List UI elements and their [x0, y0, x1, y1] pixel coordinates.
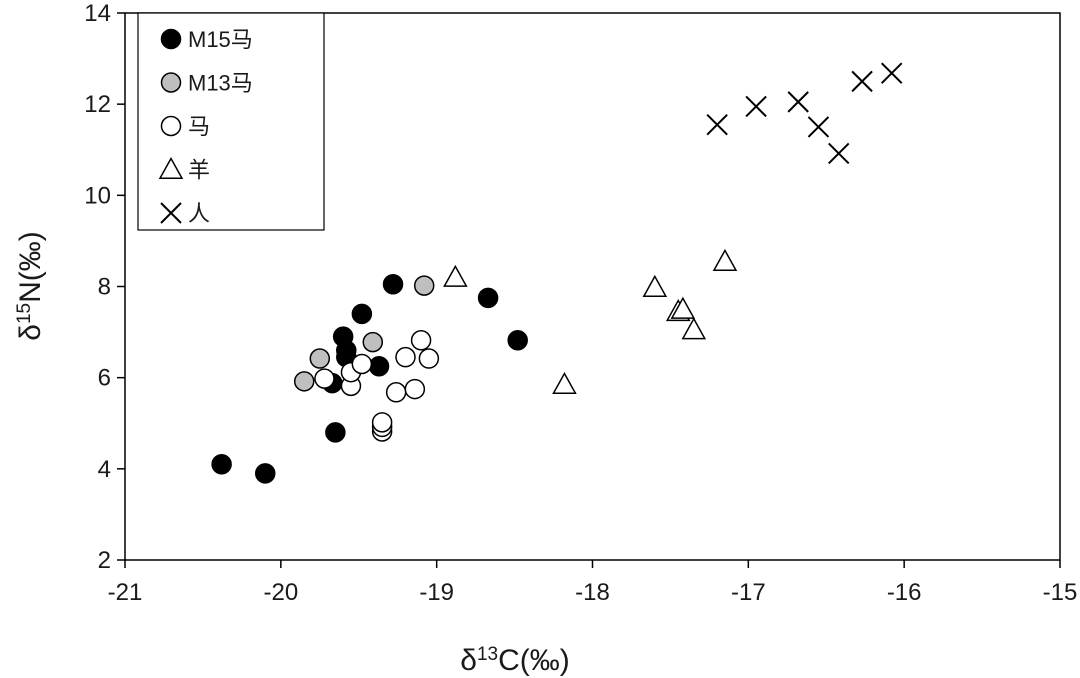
x-tick-label: -19	[419, 579, 454, 606]
legend-label: 人	[188, 201, 210, 226]
x-tick-label: -18	[575, 579, 610, 606]
data-point	[880, 62, 903, 84]
data-point	[712, 248, 738, 271]
data-point	[351, 353, 373, 375]
x-axis-label-superscript: 13	[477, 644, 498, 665]
data-point	[410, 330, 432, 351]
data-point	[336, 340, 357, 361]
data-point	[418, 348, 440, 369]
data-point	[552, 371, 577, 395]
y-tick-label: 14	[84, 0, 111, 27]
y-tick-label: 4	[98, 456, 111, 483]
legend-item: 人	[160, 201, 210, 226]
data-point	[443, 264, 468, 287]
data-point	[368, 356, 390, 377]
y-tick-label: 6	[98, 365, 111, 392]
legend-marker	[158, 156, 184, 180]
y-axis-label-prefix: δ	[14, 324, 47, 341]
x-tick-label: -15	[1043, 579, 1078, 606]
series-cross	[706, 62, 903, 165]
series-circle-filled	[211, 273, 528, 484]
x-tick-label: -21	[108, 579, 143, 606]
x-axis-label-suffix: C(‰)	[498, 644, 570, 677]
data-point	[382, 273, 404, 295]
x-tick-label: -20	[263, 579, 298, 606]
data-point	[851, 70, 873, 93]
data-point	[255, 463, 276, 484]
y-axis-label-suffix: N(‰)	[14, 231, 47, 303]
data-point	[670, 296, 696, 319]
data-point	[395, 346, 416, 368]
y-axis-label: δ15N(‰)	[14, 231, 48, 341]
y-axis-ticks: 2 4 6 8 10 12 14	[84, 0, 125, 574]
legend-marker	[160, 202, 182, 224]
data-point	[351, 303, 373, 325]
legend-label: 羊	[188, 158, 210, 183]
data-point	[325, 422, 346, 443]
y-tick-label: 2	[98, 547, 111, 574]
x-axis-ticks: -21 -20 -19 -18 -17 -16 -15	[108, 560, 1078, 606]
legend-item: 马	[160, 114, 210, 139]
data-point	[371, 412, 393, 433]
data-point	[807, 116, 830, 138]
legend-item: M15马	[160, 27, 253, 52]
data-point	[745, 95, 767, 118]
x-axis-label-prefix: δ	[460, 644, 477, 677]
data-point	[681, 317, 707, 340]
legend-label: 马	[188, 114, 210, 139]
y-axis-label-superscript: 15	[14, 303, 35, 324]
x-tick-label: -17	[731, 579, 766, 606]
legend-label: M13马	[188, 71, 253, 96]
data-point	[787, 91, 809, 113]
y-tick-label: 10	[84, 182, 111, 209]
data-point	[642, 274, 668, 297]
data-point	[211, 454, 232, 475]
legend-item: M13马	[160, 71, 253, 96]
data-point	[413, 275, 435, 296]
data-point	[385, 382, 407, 403]
series-circle-gray	[293, 275, 435, 392]
data-point	[477, 287, 499, 309]
legend-label: M15马	[188, 27, 253, 52]
x-tick-label: -16	[887, 579, 922, 606]
legend-marker	[160, 115, 182, 137]
data-point	[828, 142, 850, 165]
data-point	[314, 368, 335, 389]
data-points	[211, 62, 903, 484]
data-point	[706, 113, 728, 136]
legend-marker	[160, 72, 182, 93]
data-point	[404, 378, 426, 400]
legend-marker	[160, 28, 182, 50]
data-point	[507, 330, 528, 351]
series-triangle-open	[443, 248, 738, 395]
data-point	[362, 331, 384, 353]
legend-item: 羊	[158, 156, 210, 183]
data-point	[309, 348, 331, 369]
data-point	[293, 371, 315, 392]
y-tick-label: 8	[98, 274, 111, 301]
series-circle-open	[314, 330, 440, 442]
y-tick-label: 12	[84, 91, 111, 118]
x-axis-label: δ13C(‰)	[460, 644, 570, 678]
